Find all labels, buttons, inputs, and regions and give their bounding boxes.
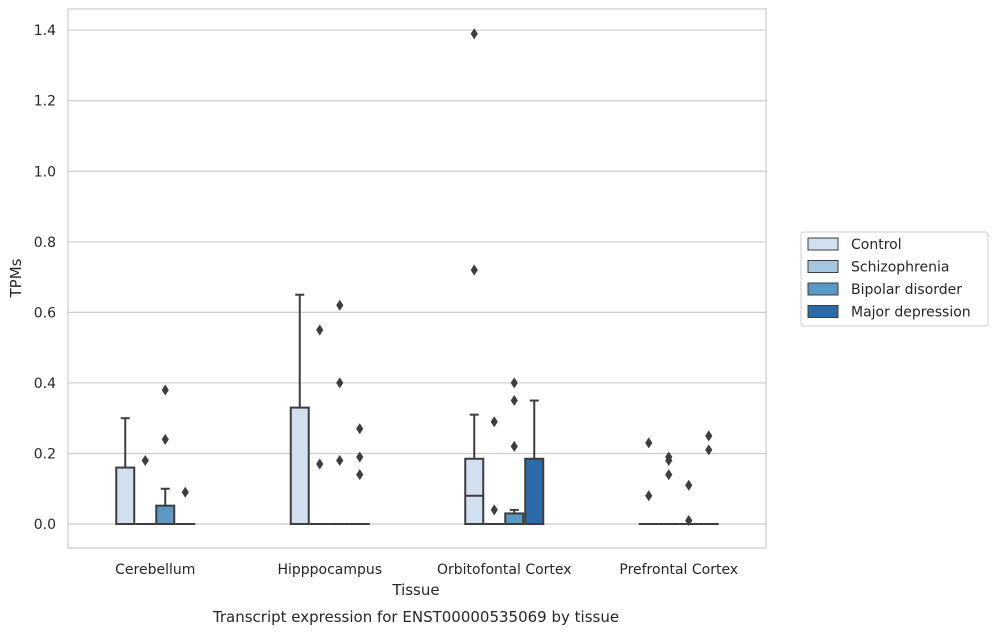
x-tick-label: Hipppocampus [277, 562, 382, 578]
outlier-point [511, 377, 518, 388]
legend: Control Schizophrenia Bipolar disorder Majo… [801, 232, 988, 326]
outlier-point [316, 325, 323, 336]
x-axis-label: Tissue [391, 581, 439, 599]
x-tick-label: Prefrontal Cortex [619, 562, 738, 578]
y-tick-label: 1.2 [34, 94, 56, 110]
outlier-point [471, 265, 478, 276]
x-tick-label: Cerebellum [115, 562, 195, 578]
outlier-point [162, 434, 169, 445]
outlier-point [491, 416, 498, 427]
box-body [156, 506, 174, 524]
y-tick-label: 0.0 [34, 517, 56, 533]
outlier-point [356, 423, 363, 434]
y-tick-label: 0.2 [34, 446, 56, 462]
box-body [465, 459, 483, 524]
outlier-point [511, 441, 518, 452]
outlier-point [336, 377, 343, 388]
y-tick-label: 0.6 [34, 305, 56, 321]
outlier-point [356, 469, 363, 480]
x-tick-label: Orbitofontal Cortex [437, 562, 572, 578]
outlier-point [142, 455, 149, 466]
outlier-point [336, 455, 343, 466]
box-body [291, 408, 309, 524]
box [505, 510, 523, 524]
box [465, 415, 483, 524]
outlier-point [645, 490, 652, 501]
legend-label: Schizophrenia [851, 260, 949, 276]
box-body [116, 468, 134, 524]
outlier-point [665, 469, 672, 480]
legend-swatch [808, 306, 838, 318]
y-tick-labels: 0.0 0.2 0.4 0.6 0.8 1.0 1.2 1.4 [34, 23, 56, 533]
chart-title: Transcript expression for ENST0000053506… [212, 608, 619, 626]
box [525, 401, 543, 524]
legend-label: Control [851, 237, 902, 253]
outlier-point [316, 459, 323, 470]
box [291, 295, 309, 524]
outlier-point [685, 480, 692, 491]
y-tick-label: 0.8 [34, 235, 56, 251]
box-body [525, 459, 543, 524]
legend-swatch [808, 238, 838, 250]
y-tick-label: 0.4 [34, 376, 56, 392]
y-tick-label: 1.4 [34, 23, 56, 39]
y-tick-label: 1.0 [34, 164, 56, 180]
legend-label: Bipolar disorder [851, 282, 962, 298]
outlier-point [162, 384, 169, 395]
outlier-point [336, 300, 343, 311]
box-body [505, 513, 523, 524]
legend-swatch [808, 283, 838, 295]
boxes [116, 295, 718, 524]
outlier-point [491, 504, 498, 515]
legend-label: Major depression [851, 305, 971, 321]
box [116, 418, 134, 524]
outlier-point [705, 430, 712, 441]
outlier-point [645, 437, 652, 448]
outlier-point [182, 487, 189, 498]
plot-frame [68, 9, 766, 548]
outlier-point [511, 395, 518, 406]
box [156, 489, 174, 524]
outliers [142, 28, 713, 526]
gridlines [68, 30, 766, 524]
y-axis-label: TPMs [7, 258, 25, 298]
x-tick-labels: Cerebellum Hipppocampus Orbitofontal Corte… [115, 562, 738, 578]
legend-swatch [808, 261, 838, 273]
